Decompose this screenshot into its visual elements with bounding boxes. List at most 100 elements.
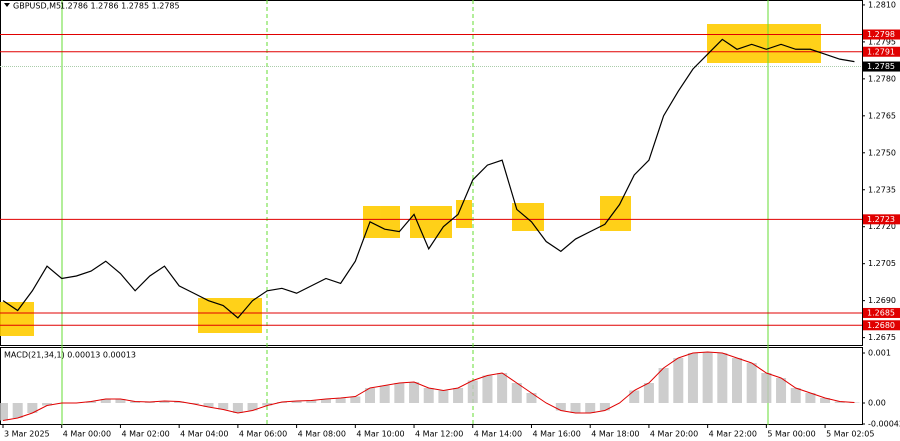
highlight-boxes bbox=[0, 24, 821, 336]
macd-bar bbox=[453, 388, 464, 403]
level-label-bg bbox=[863, 214, 900, 225]
macd-bar bbox=[732, 358, 742, 403]
y-tick-label: 1.2780 bbox=[868, 74, 896, 83]
highlight-box bbox=[0, 302, 34, 336]
price-label: 1.2785 bbox=[867, 62, 895, 71]
y-tick-label: 1.2690 bbox=[868, 296, 896, 305]
x-tick-label: 4 Mar 14:00 bbox=[474, 430, 522, 439]
macd-bar bbox=[438, 390, 449, 403]
y-tick-label: 1.2735 bbox=[868, 185, 896, 194]
macd-bar bbox=[687, 353, 698, 403]
x-tick-label: 5 Mar 00:00 bbox=[767, 430, 815, 439]
macd-bar bbox=[306, 400, 317, 403]
x-tick-label: 4 Mar 02:00 bbox=[121, 430, 169, 439]
x-tick-label: 4 Mar 08:00 bbox=[298, 430, 346, 439]
macd-bar bbox=[86, 401, 97, 403]
highlight-box bbox=[410, 206, 452, 238]
level-label-bg bbox=[863, 29, 900, 40]
macd-bar bbox=[12, 403, 23, 418]
y-tick-label: 1.2675 bbox=[868, 333, 896, 342]
y-tick-label: 0.001 bbox=[868, 349, 891, 358]
macd-bar bbox=[820, 398, 831, 403]
macd-bar bbox=[232, 403, 243, 413]
macd-bar bbox=[526, 393, 537, 403]
macd-bar bbox=[805, 393, 816, 403]
macd-bar bbox=[291, 401, 302, 403]
x-tick-label: 4 Mar 10:00 bbox=[356, 430, 404, 439]
macd-bar bbox=[247, 403, 258, 411]
macd-bar bbox=[365, 388, 375, 403]
macd-bar bbox=[629, 390, 640, 403]
price-line bbox=[2, 38, 855, 319]
macd-bar bbox=[409, 382, 420, 403]
level-label: 1.2791 bbox=[867, 47, 895, 56]
macd-bar bbox=[0, 403, 8, 421]
macd-bar bbox=[585, 403, 596, 413]
macd-bar bbox=[203, 403, 214, 407]
symbol: GBPUSD,M5 bbox=[13, 2, 61, 11]
level-label-bg bbox=[863, 320, 900, 331]
macd-bar bbox=[159, 401, 170, 403]
highlight-box bbox=[363, 206, 400, 238]
macd-bar bbox=[262, 403, 273, 406]
macd-bar bbox=[570, 403, 581, 413]
level-label-bg bbox=[863, 307, 900, 318]
macd-bar bbox=[702, 352, 713, 403]
y-tick-label: 1.2750 bbox=[868, 148, 896, 157]
macd-bar bbox=[423, 388, 434, 403]
macd-title: MACD(21,34,1) 0.00013 0.00013 bbox=[4, 351, 136, 360]
macd-bar bbox=[717, 353, 728, 403]
macd-bar bbox=[394, 383, 405, 403]
y-tick-label: -0.00042 bbox=[868, 420, 900, 429]
macd-bar bbox=[320, 399, 331, 403]
macd-bar bbox=[511, 383, 522, 403]
x-tick-label: 4 Mar 18:00 bbox=[591, 430, 639, 439]
y-tick-label: 1.2720 bbox=[868, 222, 896, 231]
macd-bar bbox=[115, 399, 126, 403]
ohlc-text: 1.2786 1.2786 1.2785 1.2785 bbox=[60, 2, 180, 11]
highlight-box bbox=[512, 203, 544, 231]
macd-bar bbox=[482, 375, 493, 403]
macd-bar bbox=[790, 388, 801, 403]
level-label-bg bbox=[863, 46, 900, 57]
macd-bar bbox=[658, 368, 669, 403]
level-label: 1.2680 bbox=[867, 321, 895, 330]
x-tick-label: 5 Mar 02:05 bbox=[826, 430, 874, 439]
macd-bar bbox=[497, 373, 508, 403]
x-tick-label: 4 Mar 12:00 bbox=[415, 430, 463, 439]
macd-bar bbox=[350, 396, 361, 403]
y-tick-label: 0.00 bbox=[868, 399, 886, 408]
macd-bar bbox=[761, 373, 772, 403]
macd-bar bbox=[776, 378, 787, 403]
macd-bar bbox=[100, 399, 111, 403]
macd-bar bbox=[218, 403, 229, 410]
macd-bar bbox=[746, 363, 757, 403]
y-tick-label: 1.2705 bbox=[868, 259, 896, 268]
macd-bar bbox=[643, 383, 654, 403]
macd-bar bbox=[379, 385, 390, 403]
macd-bar bbox=[555, 403, 566, 411]
level-label: 1.2723 bbox=[867, 215, 895, 224]
macd-bar bbox=[849, 402, 860, 403]
macd-line bbox=[2, 351, 855, 421]
macd-bar bbox=[673, 358, 684, 403]
x-tick-label: 4 Mar 22:00 bbox=[709, 430, 757, 439]
macd-bar bbox=[335, 398, 346, 403]
x-tick-label: 3 Mar 2025 bbox=[4, 430, 50, 439]
x-tick-label: 4 Mar 00:00 bbox=[63, 430, 111, 439]
price-label-bg bbox=[863, 61, 900, 72]
x-tick-label: 4 Mar 20:00 bbox=[650, 430, 698, 439]
macd-bar bbox=[42, 403, 53, 406]
y-tick-label: 1.2765 bbox=[868, 111, 896, 120]
level-label: 1.2685 bbox=[867, 308, 895, 317]
highlight-box bbox=[198, 298, 262, 333]
macd-bar bbox=[27, 403, 38, 413]
highlight-box bbox=[600, 196, 631, 231]
x-tick-label: 4 Mar 06:00 bbox=[239, 430, 287, 439]
highlight-box bbox=[707, 24, 821, 63]
y-tick-label: 1.2810 bbox=[868, 0, 896, 9]
level-label: 1.2798 bbox=[867, 30, 895, 39]
menu-icon[interactable] bbox=[4, 3, 10, 7]
session-lines bbox=[61, 0, 769, 425]
